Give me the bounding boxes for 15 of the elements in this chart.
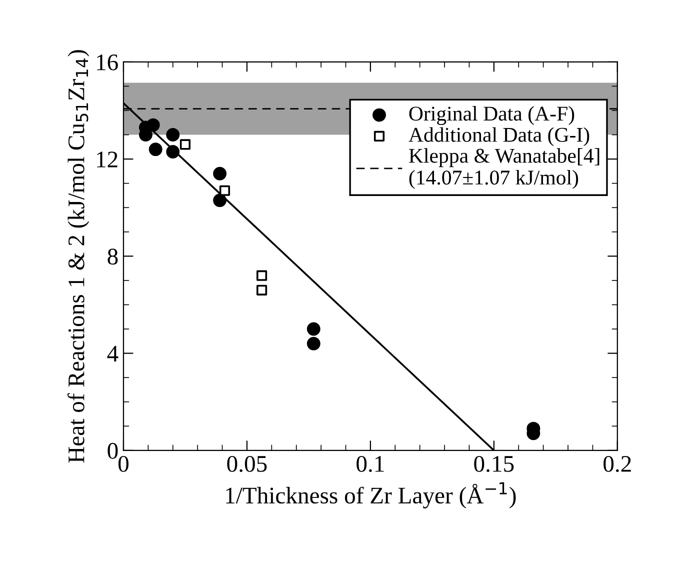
y-tick-label: 12 [97,152,118,168]
x-tick-label: 0.2 [604,456,631,472]
y-axis-title: Heat of Reactions 1 & 2 (kJ/mol Cu$_{51}$Zr$_{14}$) [67,50,90,463]
x-axis-title: 1/Thickness of Zr Layer (Å$^{−1}$) [226,482,516,508]
x-tick-label: 0 [118,456,128,472]
y-tick-label: 0 [108,442,118,459]
y-tick-label: 8 [108,248,118,265]
legend-label: Additional Data (G-I) [408,127,590,146]
x-tick-label: 0.1 [356,456,384,472]
x-tick-label: 0.15 [474,456,514,472]
legend-label: Kleppa & Wanatabe[4] (14.07±1.07 kJ/mol) [409,148,600,189]
x-tick-label: 0.05 [227,456,267,472]
legend-label: Original Data (A-F) [409,106,574,125]
y-tick-label: 16 [97,54,118,70]
y-tick-label: 4 [107,346,118,362]
